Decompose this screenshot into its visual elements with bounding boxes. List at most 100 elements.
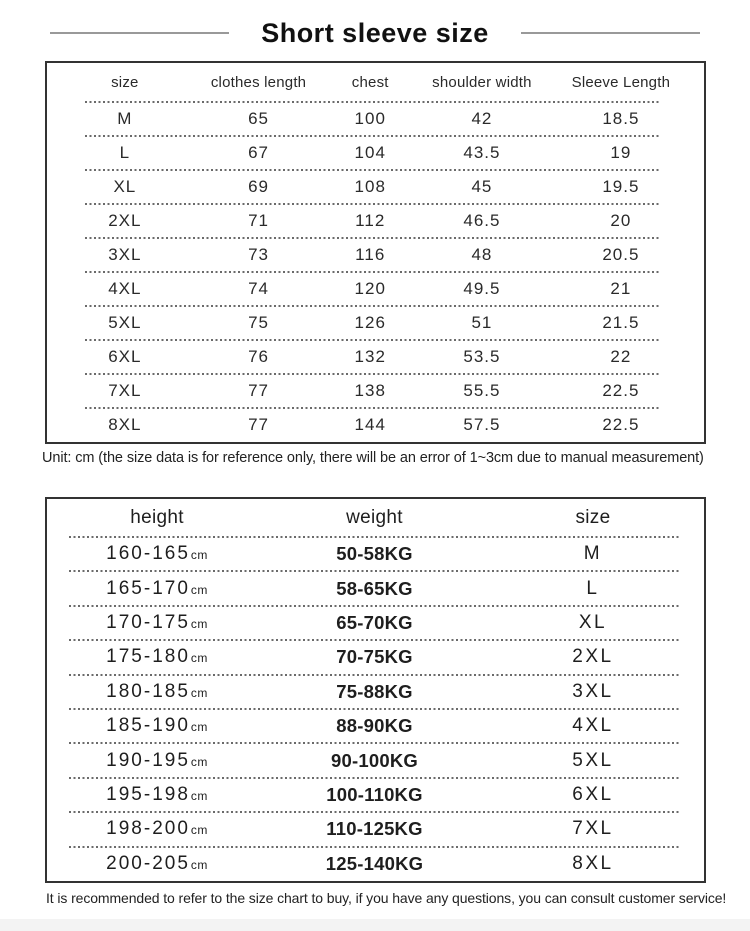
shoulder-width-cell: 43.5 xyxy=(463,143,501,162)
chest-cell: 138 xyxy=(354,381,386,400)
size-cell: 5XL xyxy=(572,749,614,771)
table-row: 175-180cm 70-75KG 2XL xyxy=(47,640,704,676)
height-range: 180-185 xyxy=(106,680,190,702)
chest-cell: 108 xyxy=(354,177,386,196)
weight-cell: 110-125KG xyxy=(326,818,423,840)
height-range: 170-175 xyxy=(106,611,190,633)
size-cell: 8XL xyxy=(108,415,142,434)
sleeve-length-cell: 18.5 xyxy=(602,109,640,128)
clothes-length-cell: 65 xyxy=(248,109,269,128)
clothes-length-cell: 76 xyxy=(248,347,269,366)
size-cell: XL xyxy=(113,177,137,196)
table-row: 6XL 76 132 53.5 22 xyxy=(47,340,704,375)
height-cell: 165-170cm xyxy=(47,578,267,600)
size-cell: 2XL xyxy=(572,646,614,668)
height-unit: cm xyxy=(190,857,208,872)
height-cell: 175-180cm xyxy=(47,646,267,668)
table-row: 4XL 74 120 49.5 21 xyxy=(47,272,704,307)
title-left-divider xyxy=(50,32,230,34)
height-unit: cm xyxy=(190,548,208,563)
measurement-table: size clothes length chest shoulder width… xyxy=(45,61,706,444)
size-cell: 7XL xyxy=(108,381,142,400)
height-cell: 195-198cm xyxy=(47,784,267,806)
weight-cell: 58-65KG xyxy=(336,577,413,599)
table-row: 2XL 71 112 46.5 20 xyxy=(47,204,704,239)
height-unit: cm xyxy=(190,788,208,803)
size-cell: 2XL xyxy=(108,211,142,230)
footer-note: It is recommended to refer to the size c… xyxy=(46,889,727,906)
height-unit: cm xyxy=(190,754,208,769)
size-cell: XL xyxy=(578,611,608,633)
chest-cell: 100 xyxy=(354,109,386,128)
size-cell: 4XL xyxy=(572,715,614,737)
size-cell: M xyxy=(117,109,133,128)
size-cell: M xyxy=(583,543,603,565)
chest-cell: 126 xyxy=(354,313,386,332)
sleeve-length-cell: 20 xyxy=(610,211,632,230)
clothes-length-cell: 75 xyxy=(248,313,269,332)
chest-cell: 116 xyxy=(355,245,386,264)
weight-cell: 65-70KG xyxy=(336,611,413,633)
sleeve-length-cell: 20.5 xyxy=(602,245,640,264)
table-row: XL 69 108 45 19.5 xyxy=(47,170,704,205)
table-row: 160-165cm 50-58KG M xyxy=(47,537,704,573)
table-row: 180-185cm 75-88KG 3XL xyxy=(47,675,704,711)
size-cell: 5XL xyxy=(108,313,142,332)
table-row: 198-200cm 110-125KG 7XL xyxy=(47,812,704,848)
table-row: 195-198cm 100-110KG 6XL xyxy=(47,778,704,814)
height-cell: 180-185cm xyxy=(47,681,267,703)
shoulder-width-cell: 57.5 xyxy=(463,415,501,434)
sleeve-length-cell: 22 xyxy=(610,347,632,366)
fit-recommendation-table: height weight size 160-165cm 50-58KG M 1… xyxy=(45,497,706,883)
footer-strip xyxy=(0,919,750,931)
sleeve-length-cell: 22.5 xyxy=(602,381,640,400)
height-range: 200-205 xyxy=(106,852,190,874)
table-row: 8XL 77 144 57.5 22.5 xyxy=(47,408,704,442)
weight-cell: 50-58KG xyxy=(336,543,413,565)
shoulder-width-cell: 48 xyxy=(471,245,493,264)
height-cell: 190-195cm xyxy=(47,750,267,772)
sleeve-length-cell: 21 xyxy=(610,279,632,298)
chest-cell: 132 xyxy=(354,347,386,366)
column-header-size: size xyxy=(111,74,139,91)
height-range: 165-170 xyxy=(106,577,190,599)
sleeve-length-cell: 21.5 xyxy=(602,313,640,332)
clothes-length-cell: 69 xyxy=(248,177,269,196)
clothes-length-cell: 71 xyxy=(248,211,269,230)
height-unit: cm xyxy=(190,685,208,700)
size-cell: L xyxy=(119,143,131,162)
clothes-length-cell: 74 xyxy=(248,279,269,298)
shoulder-width-cell: 53.5 xyxy=(463,347,501,366)
size-cell: 3XL xyxy=(572,680,614,702)
clothes-length-cell: 73 xyxy=(248,245,269,264)
table-row: 3XL 73 116 48 20.5 xyxy=(47,238,704,273)
shoulder-width-cell: 49.5 xyxy=(463,279,501,298)
height-cell: 160-165cm xyxy=(47,543,267,565)
height-cell: 170-175cm xyxy=(47,612,267,634)
clothes-length-cell: 77 xyxy=(248,381,269,400)
height-cell: 198-200cm xyxy=(47,818,267,840)
height-unit: cm xyxy=(190,651,208,666)
column-header-clothes-length: clothes length xyxy=(210,74,307,91)
table-row: 185-190cm 88-90KG 4XL xyxy=(47,709,704,745)
table-row: 200-205cm 125-140KG 8XL xyxy=(47,847,704,881)
height-range: 195-198 xyxy=(106,783,190,805)
table-row: 190-195cm 90-100KG 5XL xyxy=(47,743,704,780)
size-cell: L xyxy=(586,577,600,599)
fit-table-header-row: height weight size xyxy=(47,499,704,538)
size-cell: 8XL xyxy=(572,852,614,874)
column-header-size: size xyxy=(575,507,611,528)
table-row: 165-170cm 58-65KG L xyxy=(47,571,704,608)
title-right-divider xyxy=(520,32,700,34)
size-chart-page: Short sleeve size size clothes length ch… xyxy=(0,16,750,931)
sleeve-length-cell: 22.5 xyxy=(602,415,640,434)
column-header-height: height xyxy=(130,507,184,528)
size-cell: 3XL xyxy=(108,245,142,264)
height-unit: cm xyxy=(190,582,208,597)
table-row: M 65 100 42 18.5 xyxy=(47,102,704,137)
table-row: 5XL 75 126 51 21.5 xyxy=(47,306,704,341)
height-unit: cm xyxy=(190,823,208,838)
clothes-length-cell: 77 xyxy=(248,415,269,434)
shoulder-width-cell: 51 xyxy=(471,313,493,332)
shoulder-width-cell: 45 xyxy=(471,177,493,196)
